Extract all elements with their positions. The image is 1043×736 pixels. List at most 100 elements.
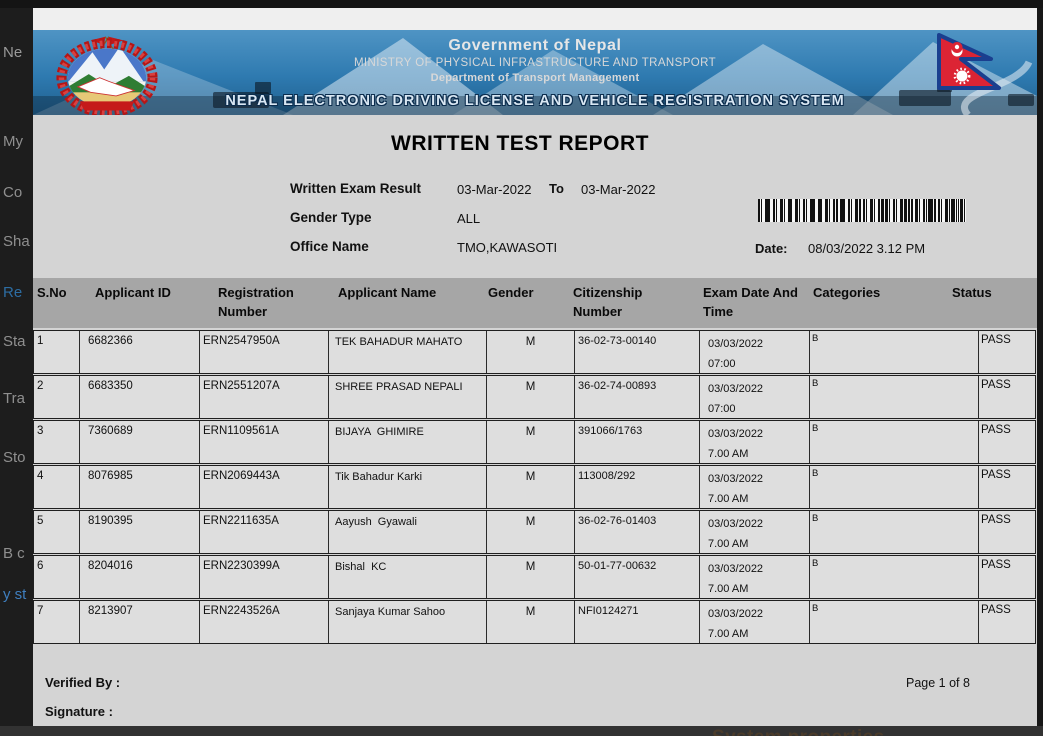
nepal-emblem-icon bbox=[56, 36, 158, 115]
cell-gender: M bbox=[487, 331, 575, 373]
cell-exam-date-time: 03/03/2022 07:00 bbox=[700, 376, 810, 418]
col-gender: Gender bbox=[488, 285, 534, 300]
cell-categories: B bbox=[810, 331, 979, 373]
banner-system-title: NEPAL ELECTRONIC DRIVING LICENSE AND VEH… bbox=[225, 93, 845, 109]
col-applicant-id: Applicant ID bbox=[95, 285, 171, 300]
col-status: Status bbox=[952, 285, 992, 300]
banner-mountains-art bbox=[33, 38, 1037, 115]
sidebar-item-fragment[interactable]: My bbox=[3, 133, 23, 150]
col-registration-number: Registration Number bbox=[218, 285, 294, 319]
cell-categories: B bbox=[810, 421, 979, 463]
report-page: Government of Nepal MINISTRY OF PHYSICAL… bbox=[33, 0, 1037, 727]
sidebar-item-fragment[interactable]: Ne bbox=[3, 44, 23, 61]
cell-categories: B bbox=[810, 556, 979, 598]
table-row: 5 8190395 ERN2211635A Aayush Gyawali M 3… bbox=[33, 510, 1036, 554]
cell-gender: M bbox=[487, 421, 575, 463]
cell-citizenship-number: NFI0124271 bbox=[575, 601, 700, 643]
cell-applicant-id: 7360689 bbox=[80, 421, 200, 463]
app-frame-right bbox=[1037, 0, 1043, 736]
cell-sno: 5 bbox=[34, 511, 80, 553]
cell-sno: 3 bbox=[34, 421, 80, 463]
col-citizenship-number: Citizenship Number bbox=[573, 285, 643, 319]
cell-registration-number: ERN2547950A bbox=[200, 331, 329, 373]
occluded-sidebar: Ne My Co Sha Re Sta Tra Sto B c y st bbox=[0, 0, 33, 736]
col-exam-date-time: Exam Date And Time bbox=[703, 285, 798, 319]
sidebar-item-fragment[interactable]: y st bbox=[3, 586, 27, 603]
app-frame-bottom: System properties bbox=[0, 726, 1043, 736]
cell-sno: 4 bbox=[34, 466, 80, 508]
results-table: 1 6682366 ERN2547950A TEK BAHADUR MAHATO… bbox=[33, 330, 1036, 645]
cell-applicant-id: 8076985 bbox=[80, 466, 200, 508]
banner-ministry-line: MINISTRY OF PHYSICAL INFRASTRUCTURE AND … bbox=[353, 57, 717, 69]
barcode bbox=[758, 199, 966, 222]
print-date-value: 08/03/2022 3.12 PM bbox=[808, 241, 926, 256]
cell-registration-number: ERN2230399A bbox=[200, 556, 329, 598]
cell-applicant-name: Aayush Gyawali bbox=[329, 511, 487, 553]
cell-applicant-name: Tik Bahadur Karki bbox=[329, 466, 487, 508]
banner-department-line: Department of Transport Management bbox=[430, 72, 640, 84]
cell-citizenship-number: 36-02-73-00140 bbox=[575, 331, 700, 373]
nepal-flag-icon bbox=[937, 33, 1001, 90]
cell-applicant-id: 8190395 bbox=[80, 511, 200, 553]
cell-citizenship-number: 113008/292 bbox=[575, 466, 700, 508]
sidebar-item-fragment[interactable]: Sto bbox=[3, 449, 26, 466]
sidebar-item-fragment[interactable]: Co bbox=[3, 184, 23, 201]
cell-citizenship-number: 36-02-76-01403 bbox=[575, 511, 700, 553]
sidebar-item-fragment[interactable]: Sta bbox=[3, 333, 26, 350]
cell-categories: B bbox=[810, 466, 979, 508]
exam-from-value: 03-Mar-2022 bbox=[457, 182, 532, 197]
cell-gender: M bbox=[487, 466, 575, 508]
cell-applicant-name: Bishal KC bbox=[329, 556, 487, 598]
cell-registration-number: ERN2069443A bbox=[200, 466, 329, 508]
cell-sno: 2 bbox=[34, 376, 80, 418]
table-row: 6 8204016 ERN2230399A Bishal KC M 50-01-… bbox=[33, 555, 1036, 599]
cell-status: PASS bbox=[981, 424, 1011, 436]
table-header: S.No Applicant ID Registration Number Ap… bbox=[33, 278, 1037, 328]
cell-sno: 1 bbox=[34, 331, 80, 373]
cell-applicant-name: Sanjaya Kumar Sahoo bbox=[329, 601, 487, 643]
sidebar-item-fragment[interactable]: B c bbox=[3, 545, 25, 562]
page-top-margin bbox=[33, 8, 1037, 30]
col-categories: Categories bbox=[813, 285, 881, 300]
gender-type-label: Gender Type bbox=[290, 210, 372, 225]
cell-exam-date-time: 03/03/2022 07:00 bbox=[700, 331, 810, 373]
cell-gender: M bbox=[487, 601, 575, 643]
page-title: WRITTEN TEST REPORT bbox=[391, 132, 649, 155]
cell-applicant-id: 8213907 bbox=[80, 601, 200, 643]
cell-exam-date-time: 03/03/2022 7.00 AM bbox=[700, 421, 810, 463]
cell-citizenship-number: 391066/1763 bbox=[575, 421, 700, 463]
col-sno: S.No bbox=[37, 285, 67, 300]
cell-applicant-id: 8204016 bbox=[80, 556, 200, 598]
cell-status: PASS bbox=[981, 379, 1011, 391]
table-row: 4 8076985 ERN2069443A Tik Bahadur Karki … bbox=[33, 465, 1036, 509]
cell-applicant-id: 6682366 bbox=[80, 331, 200, 373]
sidebar-item-fragment[interactable]: Tra bbox=[3, 390, 25, 407]
cell-citizenship-number: 50-01-77-00632 bbox=[575, 556, 700, 598]
cell-gender: M bbox=[487, 511, 575, 553]
cell-status: PASS bbox=[981, 604, 1011, 616]
signature-label: Signature : bbox=[45, 704, 113, 719]
banner-government-line: Government of Nepal bbox=[448, 37, 622, 54]
cell-sno: 7 bbox=[34, 601, 80, 643]
sidebar-item-fragment[interactable]: Re bbox=[3, 284, 23, 301]
exam-to-value: 03-Mar-2022 bbox=[581, 182, 656, 197]
office-name-value: TMO,KAWASOTI bbox=[457, 240, 558, 255]
table-row: 2 6683350 ERN2551207A SHREE PRASAD NEPAL… bbox=[33, 375, 1036, 419]
cell-applicant-name: SHREE PRASAD NEPALI bbox=[329, 376, 487, 418]
cell-categories: B bbox=[810, 511, 979, 553]
cell-registration-number: ERN2551207A bbox=[200, 376, 329, 418]
cell-status: PASS bbox=[981, 469, 1011, 481]
cell-exam-date-time: 03/03/2022 7.00 AM bbox=[700, 556, 810, 598]
cell-categories: B bbox=[810, 376, 979, 418]
cell-sno: 6 bbox=[34, 556, 80, 598]
exam-result-label: Written Exam Result bbox=[290, 181, 422, 196]
cell-categories: B bbox=[810, 601, 979, 643]
table-row: 7 8213907 ERN2243526A Sanjaya Kumar Saho… bbox=[33, 600, 1036, 644]
occluded-bottom-text: System properties bbox=[712, 727, 885, 736]
cell-applicant-id: 6683350 bbox=[80, 376, 200, 418]
col-applicant-name: Applicant Name bbox=[338, 285, 437, 300]
cell-registration-number: ERN2243526A bbox=[200, 601, 329, 643]
cell-registration-number: ERN2211635A bbox=[200, 511, 329, 553]
sidebar-item-fragment[interactable]: Sha bbox=[3, 233, 30, 250]
cell-citizenship-number: 36-02-74-00893 bbox=[575, 376, 700, 418]
